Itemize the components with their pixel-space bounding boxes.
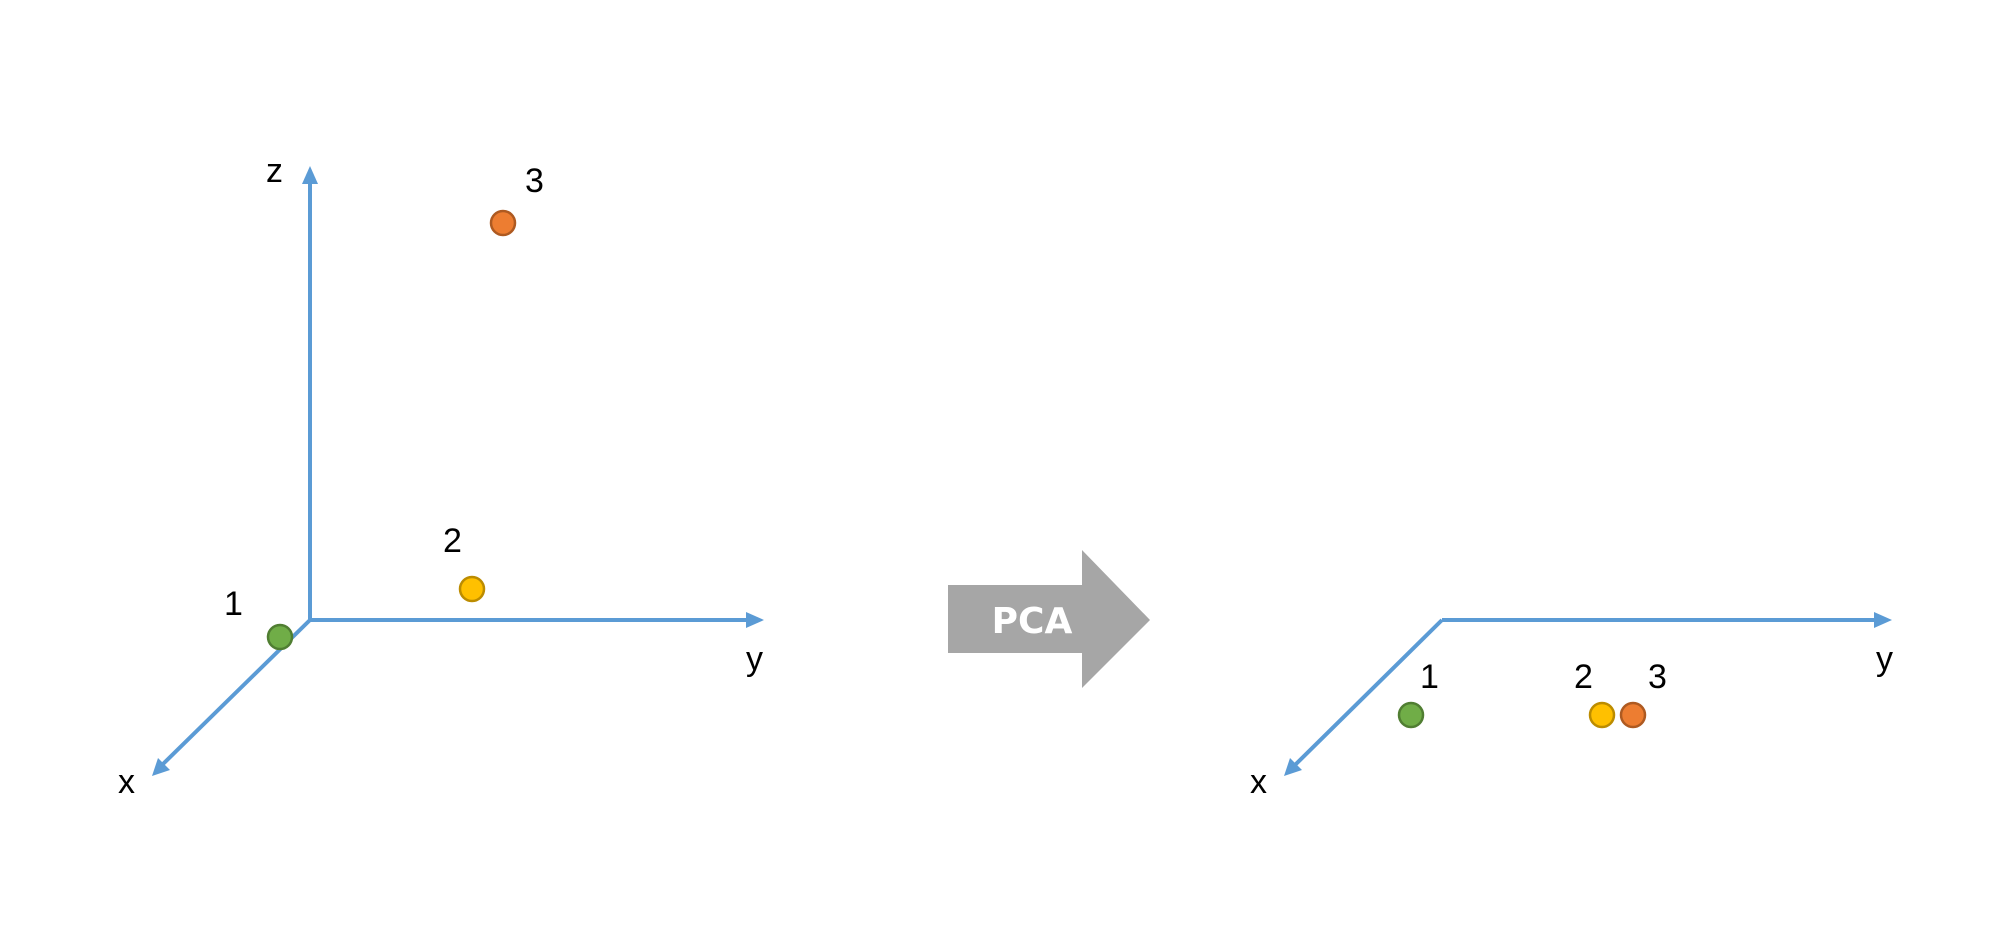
y-axis: [310, 612, 764, 628]
x-axis-projected: [1284, 618, 1444, 776]
point-1-label: 1: [224, 585, 243, 623]
projected-point-2-label: 2: [1574, 658, 1593, 696]
projected-point-1-label: 1: [1420, 658, 1439, 696]
point-3-label: 3: [525, 162, 544, 200]
y-axis-projected-label: y: [1876, 640, 1893, 678]
point-3-marker: [489, 209, 517, 237]
y-axis-projected: [1442, 612, 1892, 628]
point-2-label: 2: [443, 522, 462, 560]
x-axis-projected-line: [1293, 618, 1444, 767]
point-2-marker: [458, 575, 486, 603]
y-axis-projected-arrowhead: [1874, 612, 1892, 628]
after-2d-plot: y x 1 2 3: [1250, 612, 1893, 801]
y-axis-label: y: [746, 640, 763, 678]
projected-point-3-marker: [1619, 701, 1647, 729]
pca-arrow-label: PCA: [992, 601, 1073, 642]
projected-point-3-label: 3: [1648, 658, 1667, 696]
z-axis-arrowhead: [302, 166, 318, 184]
x-axis-projected-label: x: [1250, 763, 1267, 801]
z-axis: [302, 166, 318, 620]
z-axis-label: z: [266, 152, 283, 190]
y-axis-arrowhead: [746, 612, 764, 628]
projected-point-2-marker: [1588, 701, 1616, 729]
x-axis-arrowhead: [152, 758, 170, 776]
projected-point-1-marker: [1397, 701, 1425, 729]
x-axis-projected-arrowhead: [1284, 758, 1302, 776]
before-3d-plot: z y x 1 2 3: [118, 152, 764, 801]
point-1-marker: [266, 623, 294, 651]
right-arrow-icon: [948, 550, 1150, 688]
pca-transform-arrow: PCA: [948, 550, 1150, 688]
x-axis-label: x: [118, 763, 135, 801]
